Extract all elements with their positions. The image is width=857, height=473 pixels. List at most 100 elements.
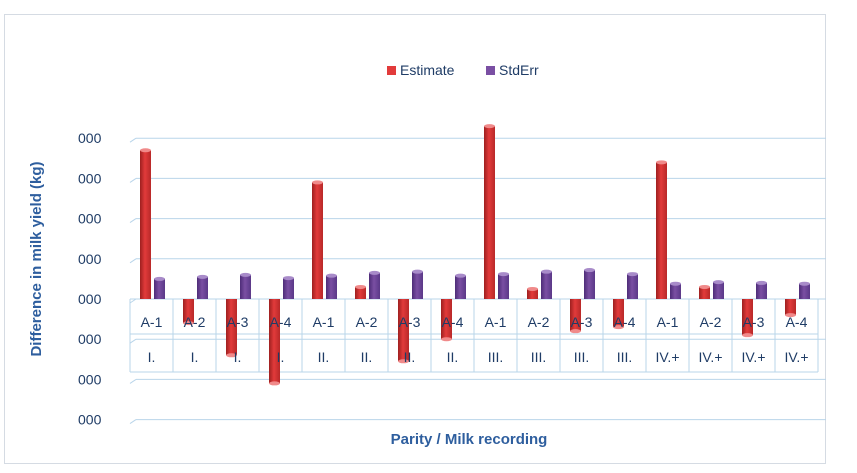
estimate-bar	[441, 299, 452, 340]
estimate-bar	[785, 299, 796, 316]
estimate-bar	[355, 286, 366, 299]
stderr-bar-cap	[584, 268, 595, 273]
category-label-recording: A-3	[571, 314, 593, 330]
legend-label-estimate: Estimate	[400, 62, 455, 78]
stderr-bar	[240, 274, 251, 299]
y-tick-label: 000	[78, 371, 102, 387]
estimate-bar	[613, 299, 624, 328]
stderr-bar	[541, 271, 552, 299]
category-label-parity: IV.+	[655, 349, 679, 365]
stderr-bar	[799, 283, 810, 299]
category-label-parity: III.	[617, 349, 633, 365]
stderr-bar-cap	[455, 273, 466, 278]
category-label-recording: A-1	[657, 314, 679, 330]
category-label-parity: IV.+	[698, 349, 722, 365]
category-label-parity: I.	[148, 349, 156, 365]
estimate-bar	[527, 288, 538, 299]
stderr-bar	[713, 282, 724, 299]
y-tick-label: 000	[78, 130, 102, 146]
stderr-bar	[369, 272, 380, 299]
estimate-bar	[484, 126, 495, 299]
stderr-bar-cap	[670, 281, 681, 286]
stderr-bar-cap	[326, 273, 337, 278]
category-label-recording: A-4	[442, 314, 464, 330]
estimate-bar-cap	[441, 337, 452, 342]
stderr-bar-cap	[369, 270, 380, 275]
legend-label-stderr: StdErr	[499, 62, 539, 78]
category-label-parity: IV.+	[741, 349, 765, 365]
stderr-bar	[197, 276, 208, 299]
estimate-bar	[398, 299, 409, 362]
stderr-bar	[756, 282, 767, 299]
category-label-recording: A-2	[528, 314, 550, 330]
gridline-depth	[129, 258, 137, 264]
stderr-bar-cap	[541, 269, 552, 274]
y-tick-label: 000	[78, 251, 102, 267]
category-label-recording: A-4	[614, 314, 636, 330]
stderr-bar-cap	[627, 272, 638, 277]
estimate-bar	[140, 150, 151, 299]
gridline-depth	[129, 177, 137, 183]
gridline-depth	[129, 378, 137, 384]
estimate-bar-cap	[785, 313, 796, 318]
y-tick-label: 000	[78, 412, 102, 428]
stderr-bar	[326, 275, 337, 299]
stderr-bar	[154, 278, 165, 299]
category-label-recording: A-4	[786, 314, 808, 330]
legend-swatch-stderr	[486, 66, 495, 75]
category-label-recording: A-4	[270, 314, 292, 330]
estimate-bar	[183, 299, 194, 324]
gridline-depth	[129, 218, 137, 224]
stderr-bar-cap	[713, 280, 724, 285]
category-label-parity: I.	[277, 349, 285, 365]
category-label-parity: I.	[234, 349, 242, 365]
estimate-bar-cap	[269, 381, 280, 386]
estimate-bar-cap	[613, 325, 624, 330]
category-label-parity: III.	[531, 349, 547, 365]
category-label-recording: A-1	[141, 314, 163, 330]
estimate-bar	[312, 182, 323, 299]
estimate-bar-cap	[699, 284, 710, 289]
category-label-parity: II.	[361, 349, 373, 365]
stderr-bar	[455, 275, 466, 299]
estimate-bar-cap	[226, 353, 237, 358]
gridline-depth	[129, 298, 137, 304]
estimate-bar-cap	[527, 286, 538, 291]
stderr-bar-cap	[498, 272, 509, 277]
category-label-parity: II.	[447, 349, 459, 365]
legend-swatch-estimate	[387, 66, 396, 75]
category-label-recording: A-1	[485, 314, 507, 330]
stderr-bar	[498, 274, 509, 299]
estimate-bar	[656, 162, 667, 299]
stderr-bar-cap	[197, 274, 208, 279]
estimate-bar	[570, 299, 581, 332]
category-label-parity: I.	[191, 349, 199, 365]
stderr-bar-cap	[240, 272, 251, 277]
y-axis-title: Difference in milk yield (kg)	[28, 161, 45, 356]
category-label-recording: A-3	[399, 314, 421, 330]
gridline-depth	[129, 419, 137, 425]
y-tick-label: 000	[78, 331, 102, 347]
y-tick-label: 000	[78, 291, 102, 307]
category-label-recording: A-2	[356, 314, 378, 330]
estimate-bar-cap	[570, 329, 581, 334]
category-label-recording: A-1	[313, 314, 335, 330]
estimate-bar-cap	[742, 333, 753, 338]
stderr-bar	[627, 274, 638, 299]
category-label-recording: A-2	[184, 314, 206, 330]
stderr-bar-cap	[412, 269, 423, 274]
estimate-bar	[699, 286, 710, 299]
stderr-bar	[584, 270, 595, 299]
estimate-bar-cap	[312, 180, 323, 185]
stderr-bar-cap	[756, 280, 767, 285]
estimate-bar-cap	[484, 124, 495, 129]
category-label-parity: II.	[318, 349, 330, 365]
estimate-bar-cap	[398, 359, 409, 364]
category-label-parity: III.	[488, 349, 504, 365]
x-axis-title: Parity / Milk recording	[391, 431, 548, 448]
category-label-parity: II.	[404, 349, 416, 365]
y-tick-label: 000	[78, 170, 102, 186]
stderr-bar-cap	[283, 276, 294, 281]
estimate-bar	[269, 299, 280, 384]
